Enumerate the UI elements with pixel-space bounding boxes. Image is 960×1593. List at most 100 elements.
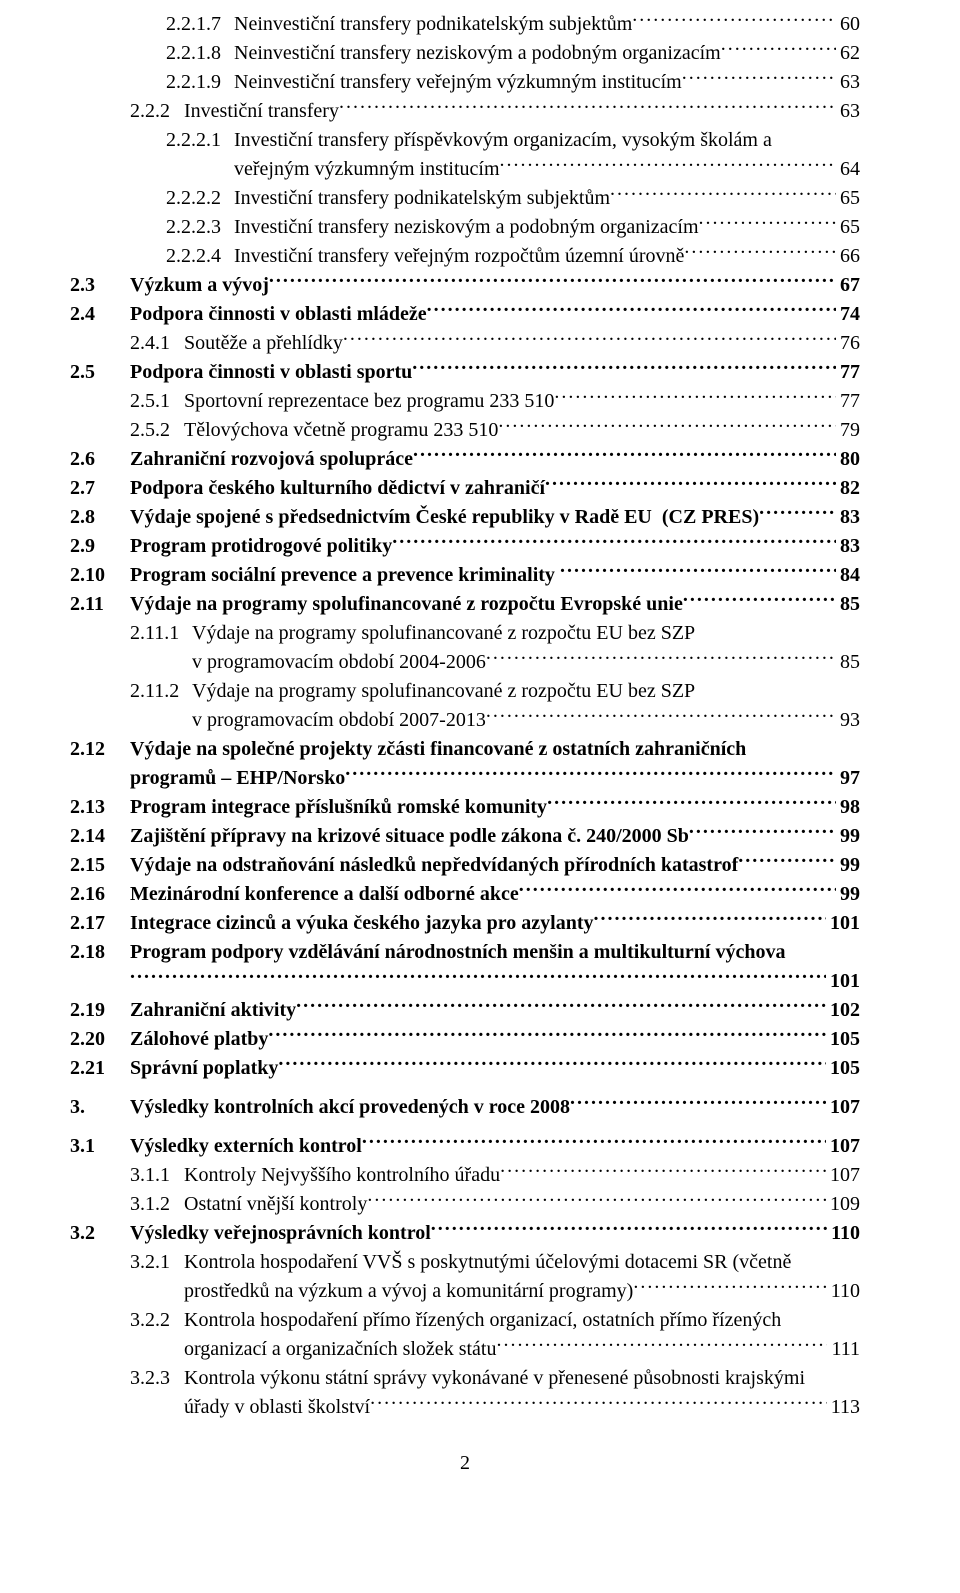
toc-entry-page: 107 — [826, 1093, 860, 1122]
toc-leader-dots — [130, 967, 826, 987]
toc-entry: 3.Výsledky kontrolních akcí provedených … — [70, 1093, 860, 1122]
toc-entry-number: 2.19 — [70, 996, 130, 1025]
toc-leader-dots — [500, 1161, 826, 1181]
toc-leader-dots — [633, 1277, 826, 1297]
toc-entry-number: 2.5 — [70, 358, 130, 387]
toc-entry-title: Ostatní vnější kontroly — [184, 1190, 367, 1219]
toc-entry: 2.12Výdaje na společné projekty zčásti f… — [70, 735, 860, 764]
toc-entry-title: Podpora činnosti v oblasti mládeže — [130, 300, 427, 329]
toc-entry-title: Investiční transfery veřejným rozpočtům … — [234, 242, 684, 271]
toc-entry-title: Zálohové platby — [130, 1025, 268, 1054]
toc-entry-title: Program podpory vzdělávání národnostních… — [130, 938, 785, 967]
toc-entry-page: 82 — [836, 474, 860, 503]
toc-spacer — [70, 1083, 860, 1093]
toc-entry: 2.2.2Investiční transfery 63 — [70, 97, 860, 126]
toc-leader-dots — [268, 1025, 826, 1045]
toc-entry: 2.5.1Sportovní reprezentace bez programu… — [70, 387, 860, 416]
toc-entry-number: 2.11 — [70, 590, 130, 619]
toc-leader-dots — [496, 1335, 827, 1355]
toc-entry: 3.2.1Kontrola hospodaření VVŠ s poskytnu… — [70, 1248, 860, 1277]
toc-entry: 2.15Výdaje na odstraňování následků nepř… — [70, 851, 860, 880]
toc-leader-dots — [269, 271, 836, 291]
toc-entry-title: Neinvestiční transfery veřejným výzkumný… — [234, 68, 682, 97]
toc-entry-number: 2.13 — [70, 793, 130, 822]
toc-entry-number: 2.15 — [70, 851, 130, 880]
toc-entry-page: 85 — [836, 590, 860, 619]
toc-leader-dots — [345, 764, 836, 784]
toc-entry-title: Zahraniční aktivity — [130, 996, 296, 1025]
toc-entry: veřejným výzkumným institucím 64 — [70, 155, 860, 184]
toc-entry-title: Integrace cizinců a výuka českého jazyka… — [130, 909, 594, 938]
toc-entry: 2.2.2.1Investiční transfery příspěvkovým… — [70, 126, 860, 155]
toc-leader-dots — [738, 851, 836, 871]
toc-entry-page: 64 — [836, 155, 860, 184]
toc-entry-number: 2.16 — [70, 880, 130, 909]
toc-entry-title: Kontrola hospodaření VVŠ s poskytnutými … — [184, 1248, 791, 1277]
toc-entry-title: Kontroly Nejvyššího kontrolního úřadu — [184, 1161, 500, 1190]
toc-leader-dots — [721, 39, 836, 59]
toc-entry-title: organizací a organizačních složek státu — [184, 1335, 496, 1364]
toc-entry-title: Sportovní reprezentace bez programu 233 … — [184, 387, 554, 416]
toc-entry-title: Výdaje na programy spolufinancované z ro… — [130, 590, 683, 619]
toc-entry-page: 102 — [826, 996, 860, 1025]
toc-leader-dots — [554, 387, 836, 407]
toc-entry-number: 3.1.2 — [130, 1190, 184, 1219]
toc-entry-title: Výzkum a vývoj — [130, 271, 269, 300]
toc-entry-number: 2.2.1.9 — [166, 68, 234, 97]
toc-entry: v programovacím období 2007-2013 93 — [70, 706, 860, 735]
toc-entry-title: v programovacím období 2004-2006 — [192, 648, 486, 677]
toc-entry-number: 2.2.2.1 — [166, 126, 234, 155]
toc-entry-title: prostředků na výzkum a vývoj a komunitár… — [184, 1277, 633, 1306]
toc-leader-dots — [370, 1393, 827, 1413]
toc-entry-number: 2.2.2.4 — [166, 242, 234, 271]
toc-leader-dots — [684, 242, 836, 262]
toc-entry-page: 107 — [826, 1161, 860, 1190]
toc-entry-page: 110 — [827, 1219, 860, 1248]
toc-entry-number: 3.2.3 — [130, 1364, 184, 1393]
toc-entry: 2.5Podpora činnosti v oblasti sportu 77 — [70, 358, 860, 387]
toc-entry-number: 2.2.1.7 — [166, 10, 234, 39]
toc-entry: 2.6Zahraniční rozvojová spolupráce 80 — [70, 445, 860, 474]
toc-entry-title: Neinvestiční transfery neziskovým a podo… — [234, 39, 721, 68]
toc-entry-title: Výsledky externích kontrol — [130, 1132, 362, 1161]
toc-leader-dots — [343, 329, 836, 349]
toc-entry: 3.1.2Ostatní vnější kontroly 109 — [70, 1190, 860, 1219]
toc-leader-dots — [547, 793, 836, 813]
toc-entry-page: 109 — [826, 1190, 860, 1219]
toc-entry-title: Kontrola výkonu státní správy vykonávané… — [184, 1364, 805, 1393]
toc-entry-number: 2.2.1.8 — [166, 39, 234, 68]
toc-entry: 2.11.2Výdaje na programy spolufinancovan… — [70, 677, 860, 706]
toc-leader-dots — [412, 358, 836, 378]
toc-leader-dots — [431, 1219, 827, 1239]
toc-entry: 2.17Integrace cizinců a výuka českého ja… — [70, 909, 860, 938]
toc-entry-title: veřejným výzkumným institucím — [234, 155, 500, 184]
toc-entry-number: 3. — [70, 1093, 130, 1122]
toc-entry-number: 2.4 — [70, 300, 130, 329]
toc-entry: 101 — [70, 967, 860, 996]
toc-entry-page: 98 — [836, 793, 860, 822]
toc-entry-title: programů – EHP/Norsko — [130, 764, 345, 793]
toc-leader-dots — [486, 648, 836, 668]
toc-entry-title: Podpora činnosti v oblasti sportu — [130, 358, 412, 387]
toc-entry: programů – EHP/Norsko 97 — [70, 764, 860, 793]
toc-entry-page: 85 — [836, 648, 860, 677]
toc-entry-page: 77 — [836, 387, 860, 416]
toc-entry: 3.1.1Kontroly Nejvyššího kontrolního úřa… — [70, 1161, 860, 1190]
toc-entry: 2.10Program sociální prevence a prevence… — [70, 561, 860, 590]
toc-entry-title: Podpora českého kulturního dědictví v za… — [130, 474, 545, 503]
toc-entry-title: Výdaje na programy spolufinancované z ro… — [192, 619, 695, 648]
toc-entry-page: 84 — [836, 561, 860, 590]
toc-entry: 2.4.1Soutěže a přehlídky 76 — [70, 329, 860, 358]
toc-entry-number: 2.3 — [70, 271, 130, 300]
toc-leader-dots — [682, 68, 836, 88]
toc-entry-page: 76 — [836, 329, 860, 358]
toc-leader-dots — [500, 155, 836, 175]
toc-entry-title: Investiční transfery podnikatelským subj… — [234, 184, 610, 213]
toc-spacer — [70, 1122, 860, 1132]
toc-entry-page: 65 — [836, 213, 860, 242]
toc-entry-title: Výdaje na společné projekty zčásti finan… — [130, 735, 746, 764]
toc-entry-number: 2.2.2.2 — [166, 184, 234, 213]
toc-entry-title: Investiční transfery příspěvkovým organi… — [234, 126, 772, 155]
toc-entry-page: 99 — [836, 822, 860, 851]
toc-leader-dots — [632, 10, 836, 30]
